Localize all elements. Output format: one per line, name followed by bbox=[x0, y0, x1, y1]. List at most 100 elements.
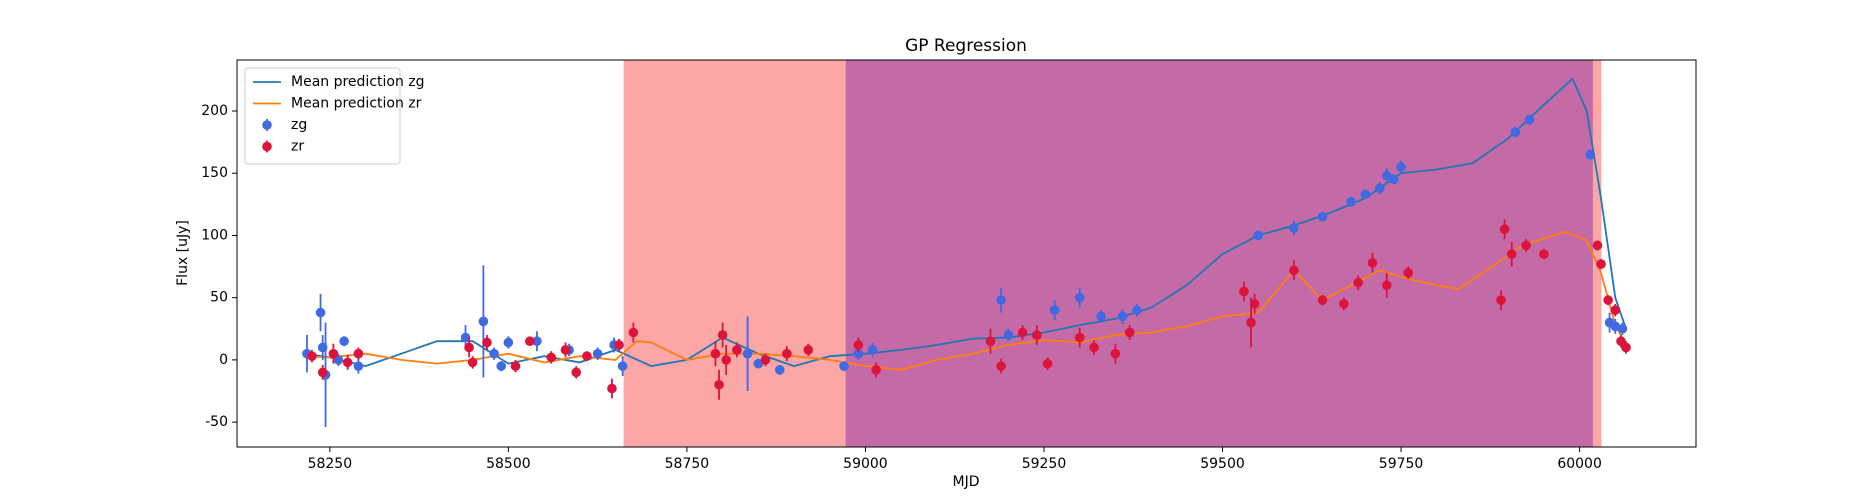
data-point bbox=[617, 361, 628, 371]
data-point bbox=[1603, 295, 1613, 305]
y-axis-label: Flux [uJy] bbox=[175, 220, 191, 286]
data-point bbox=[1253, 230, 1264, 241]
y-tick-label: 0 bbox=[219, 352, 228, 368]
data-point bbox=[467, 357, 478, 368]
data-point bbox=[782, 348, 792, 359]
legend-label: zg bbox=[291, 117, 307, 133]
data-point bbox=[1374, 183, 1385, 193]
data-point bbox=[1621, 342, 1631, 353]
x-tick-label: 59500 bbox=[1200, 456, 1245, 472]
data-point bbox=[353, 348, 364, 359]
data-point bbox=[1074, 332, 1085, 343]
data-point bbox=[710, 348, 721, 359]
data-point bbox=[1403, 267, 1413, 278]
data-point bbox=[307, 351, 317, 361]
data-point bbox=[560, 345, 571, 355]
chart-title: GP Regression bbox=[905, 36, 1027, 56]
data-point bbox=[1239, 286, 1249, 297]
plot-area bbox=[302, 60, 1631, 447]
data-point bbox=[1074, 292, 1085, 303]
data-point bbox=[1585, 149, 1596, 160]
data-point bbox=[1289, 265, 1299, 276]
data-point bbox=[714, 379, 724, 390]
data-point bbox=[1360, 189, 1371, 200]
data-point bbox=[1317, 295, 1328, 305]
data-point bbox=[732, 345, 742, 355]
data-point bbox=[1596, 259, 1606, 269]
data-point bbox=[996, 295, 1006, 305]
data-point bbox=[867, 345, 878, 355]
legend-label: Mean prediction zg bbox=[291, 74, 425, 90]
data-point bbox=[1592, 240, 1603, 251]
data-point bbox=[1381, 170, 1392, 181]
data-point bbox=[1110, 348, 1121, 359]
data-point bbox=[839, 361, 849, 371]
y-tick-label: 50 bbox=[210, 290, 228, 306]
data-point bbox=[478, 316, 489, 327]
data-point bbox=[996, 361, 1006, 371]
data-point bbox=[1249, 299, 1260, 309]
data-point bbox=[1539, 249, 1549, 259]
data-point bbox=[1396, 162, 1406, 172]
x-tick-label: 59000 bbox=[843, 456, 888, 472]
data-point bbox=[1042, 358, 1053, 369]
data-point bbox=[317, 367, 328, 378]
data-point bbox=[871, 365, 881, 375]
data-point bbox=[1610, 305, 1621, 315]
x-tick-label: 59750 bbox=[1379, 456, 1424, 472]
data-point bbox=[1339, 299, 1349, 309]
data-point bbox=[1096, 311, 1106, 322]
data-point bbox=[1381, 280, 1392, 291]
data-point bbox=[503, 337, 514, 348]
legend-swatch bbox=[262, 141, 272, 152]
legend-swatch bbox=[262, 120, 272, 130]
legend-label: Mean prediction zr bbox=[291, 96, 422, 112]
data-point bbox=[1246, 317, 1256, 328]
x-tick-label: 58500 bbox=[486, 456, 531, 472]
data-point bbox=[1353, 277, 1364, 288]
data-point bbox=[482, 337, 492, 348]
data-point bbox=[853, 340, 864, 350]
data-point bbox=[1089, 342, 1099, 353]
data-point bbox=[1506, 249, 1517, 259]
data-point bbox=[524, 336, 535, 347]
data-point bbox=[532, 336, 542, 347]
data-point bbox=[985, 336, 996, 347]
data-point bbox=[1124, 327, 1135, 338]
data-point bbox=[774, 365, 785, 375]
data-point bbox=[339, 336, 349, 347]
data-point bbox=[1510, 127, 1521, 137]
data-point bbox=[328, 348, 339, 359]
data-point bbox=[1496, 295, 1506, 305]
shaded-span bbox=[845, 60, 1593, 447]
data-point bbox=[717, 330, 728, 340]
y-tick-label: 200 bbox=[201, 103, 228, 119]
data-point bbox=[489, 348, 499, 359]
data-point bbox=[753, 358, 764, 369]
data-point bbox=[571, 367, 582, 378]
data-point bbox=[460, 332, 471, 343]
data-point bbox=[510, 361, 521, 371]
y-tick-label: 100 bbox=[201, 227, 228, 243]
data-point bbox=[546, 352, 557, 363]
data-point bbox=[496, 361, 507, 371]
y-tick-label: -50 bbox=[205, 414, 228, 430]
data-point bbox=[315, 307, 326, 318]
data-point bbox=[353, 361, 364, 371]
data-point bbox=[1499, 224, 1510, 235]
data-point bbox=[742, 348, 753, 359]
data-point bbox=[1003, 330, 1014, 340]
data-point bbox=[464, 342, 474, 353]
data-point bbox=[1117, 311, 1128, 322]
mean-line bbox=[304, 230, 1627, 371]
data-point bbox=[342, 357, 353, 368]
data-point bbox=[607, 383, 617, 394]
data-point bbox=[1132, 305, 1142, 315]
data-point bbox=[1289, 223, 1299, 233]
x-tick-label: 60000 bbox=[1557, 456, 1602, 472]
data-point bbox=[592, 348, 603, 359]
data-point bbox=[1317, 211, 1328, 222]
data-point bbox=[1521, 240, 1531, 251]
data-point bbox=[582, 351, 592, 361]
